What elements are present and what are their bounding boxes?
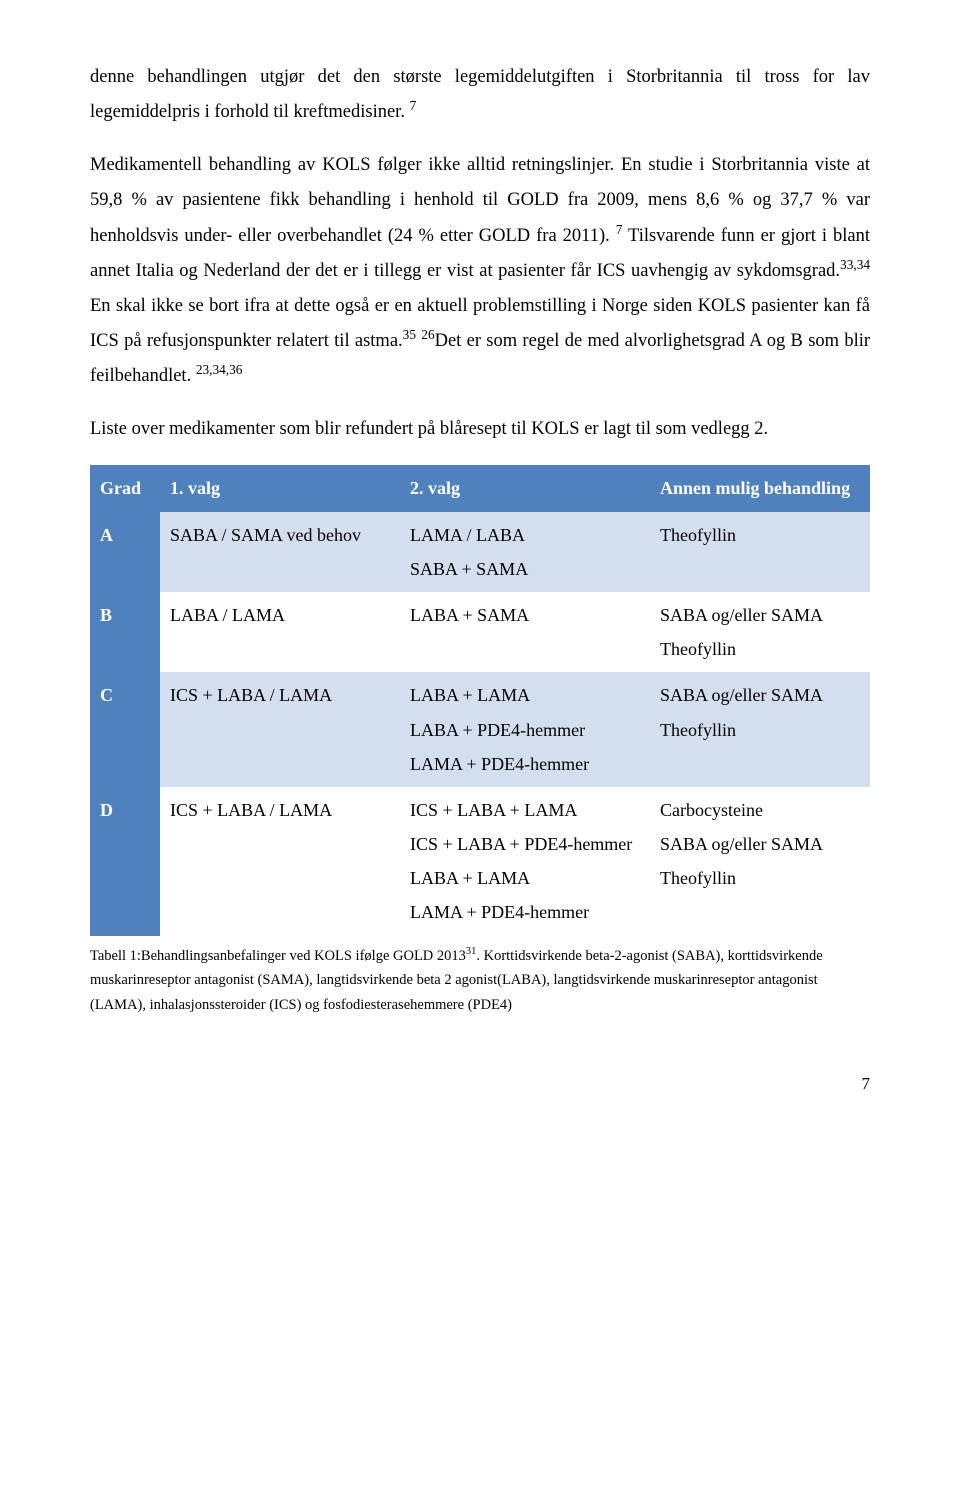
table-row: DICS + LABA / LAMAICS + LABA + LAMAICS +… <box>90 787 870 936</box>
cell-grade: A <box>90 512 160 592</box>
table-row: CICS + LABA / LAMALABA + LAMALABA + PDE4… <box>90 672 870 787</box>
col-valg2: 2. valg <box>400 465 650 511</box>
col-grad: Grad <box>90 465 160 511</box>
paragraph-3: Liste over medikamenter som blir refunde… <box>90 412 870 447</box>
cell-grade: B <box>90 592 160 672</box>
cell: LAMA / LABASABA + SAMA <box>400 512 650 592</box>
cell: LABA + SAMA <box>400 592 650 672</box>
cell: CarbocysteineSABA og/eller SAMATheofylli… <box>650 787 870 936</box>
paragraph-2: Medikamentell behandling av KOLS følger … <box>90 148 870 394</box>
table-row: ASABA / SAMA ved behovLAMA / LABASABA + … <box>90 512 870 592</box>
cell: LABA / LAMA <box>160 592 400 672</box>
cell-grade: D <box>90 787 160 936</box>
p1-text-a: denne behandlingen utgjør det den størst… <box>90 67 870 122</box>
p2-sup4: 26 <box>421 327 434 342</box>
table-caption: Tabell 1:Behandlingsanbefalinger ved KOL… <box>90 944 870 1018</box>
page-number: 7 <box>90 1068 870 1100</box>
caption-sup: 31 <box>466 946 476 957</box>
cell: ICS + LABA / LAMA <box>160 787 400 936</box>
col-annen: Annen mulig behandling <box>650 465 870 511</box>
p2-sup3: 35 <box>403 327 416 342</box>
col-valg1: 1. valg <box>160 465 400 511</box>
cell: ICS + LABA / LAMA <box>160 672 400 787</box>
cell: SABA / SAMA ved behov <box>160 512 400 592</box>
cell: SABA og/eller SAMATheofyllin <box>650 672 870 787</box>
p1-sup: 7 <box>410 98 417 113</box>
treatment-table: Grad 1. valg 2. valg Annen mulig behandl… <box>90 465 870 935</box>
table-row: BLABA / LAMALABA + SAMASABA og/eller SAM… <box>90 592 870 672</box>
paragraph-1: denne behandlingen utgjør det den størst… <box>90 60 870 130</box>
p2-sup2: 33,34 <box>840 257 870 272</box>
cell: Theofyllin <box>650 512 870 592</box>
cell: ICS + LABA + LAMAICS + LABA + PDE4-hemme… <box>400 787 650 936</box>
cell-grade: C <box>90 672 160 787</box>
caption-a: Tabell 1:Behandlingsanbefalinger ved KOL… <box>90 948 466 964</box>
p2-sup5: 23,34,36 <box>196 362 243 377</box>
table-header-row: Grad 1. valg 2. valg Annen mulig behandl… <box>90 465 870 511</box>
cell: LABA + LAMALABA + PDE4-hemmerLAMA + PDE4… <box>400 672 650 787</box>
cell: SABA og/eller SAMATheofyllin <box>650 592 870 672</box>
